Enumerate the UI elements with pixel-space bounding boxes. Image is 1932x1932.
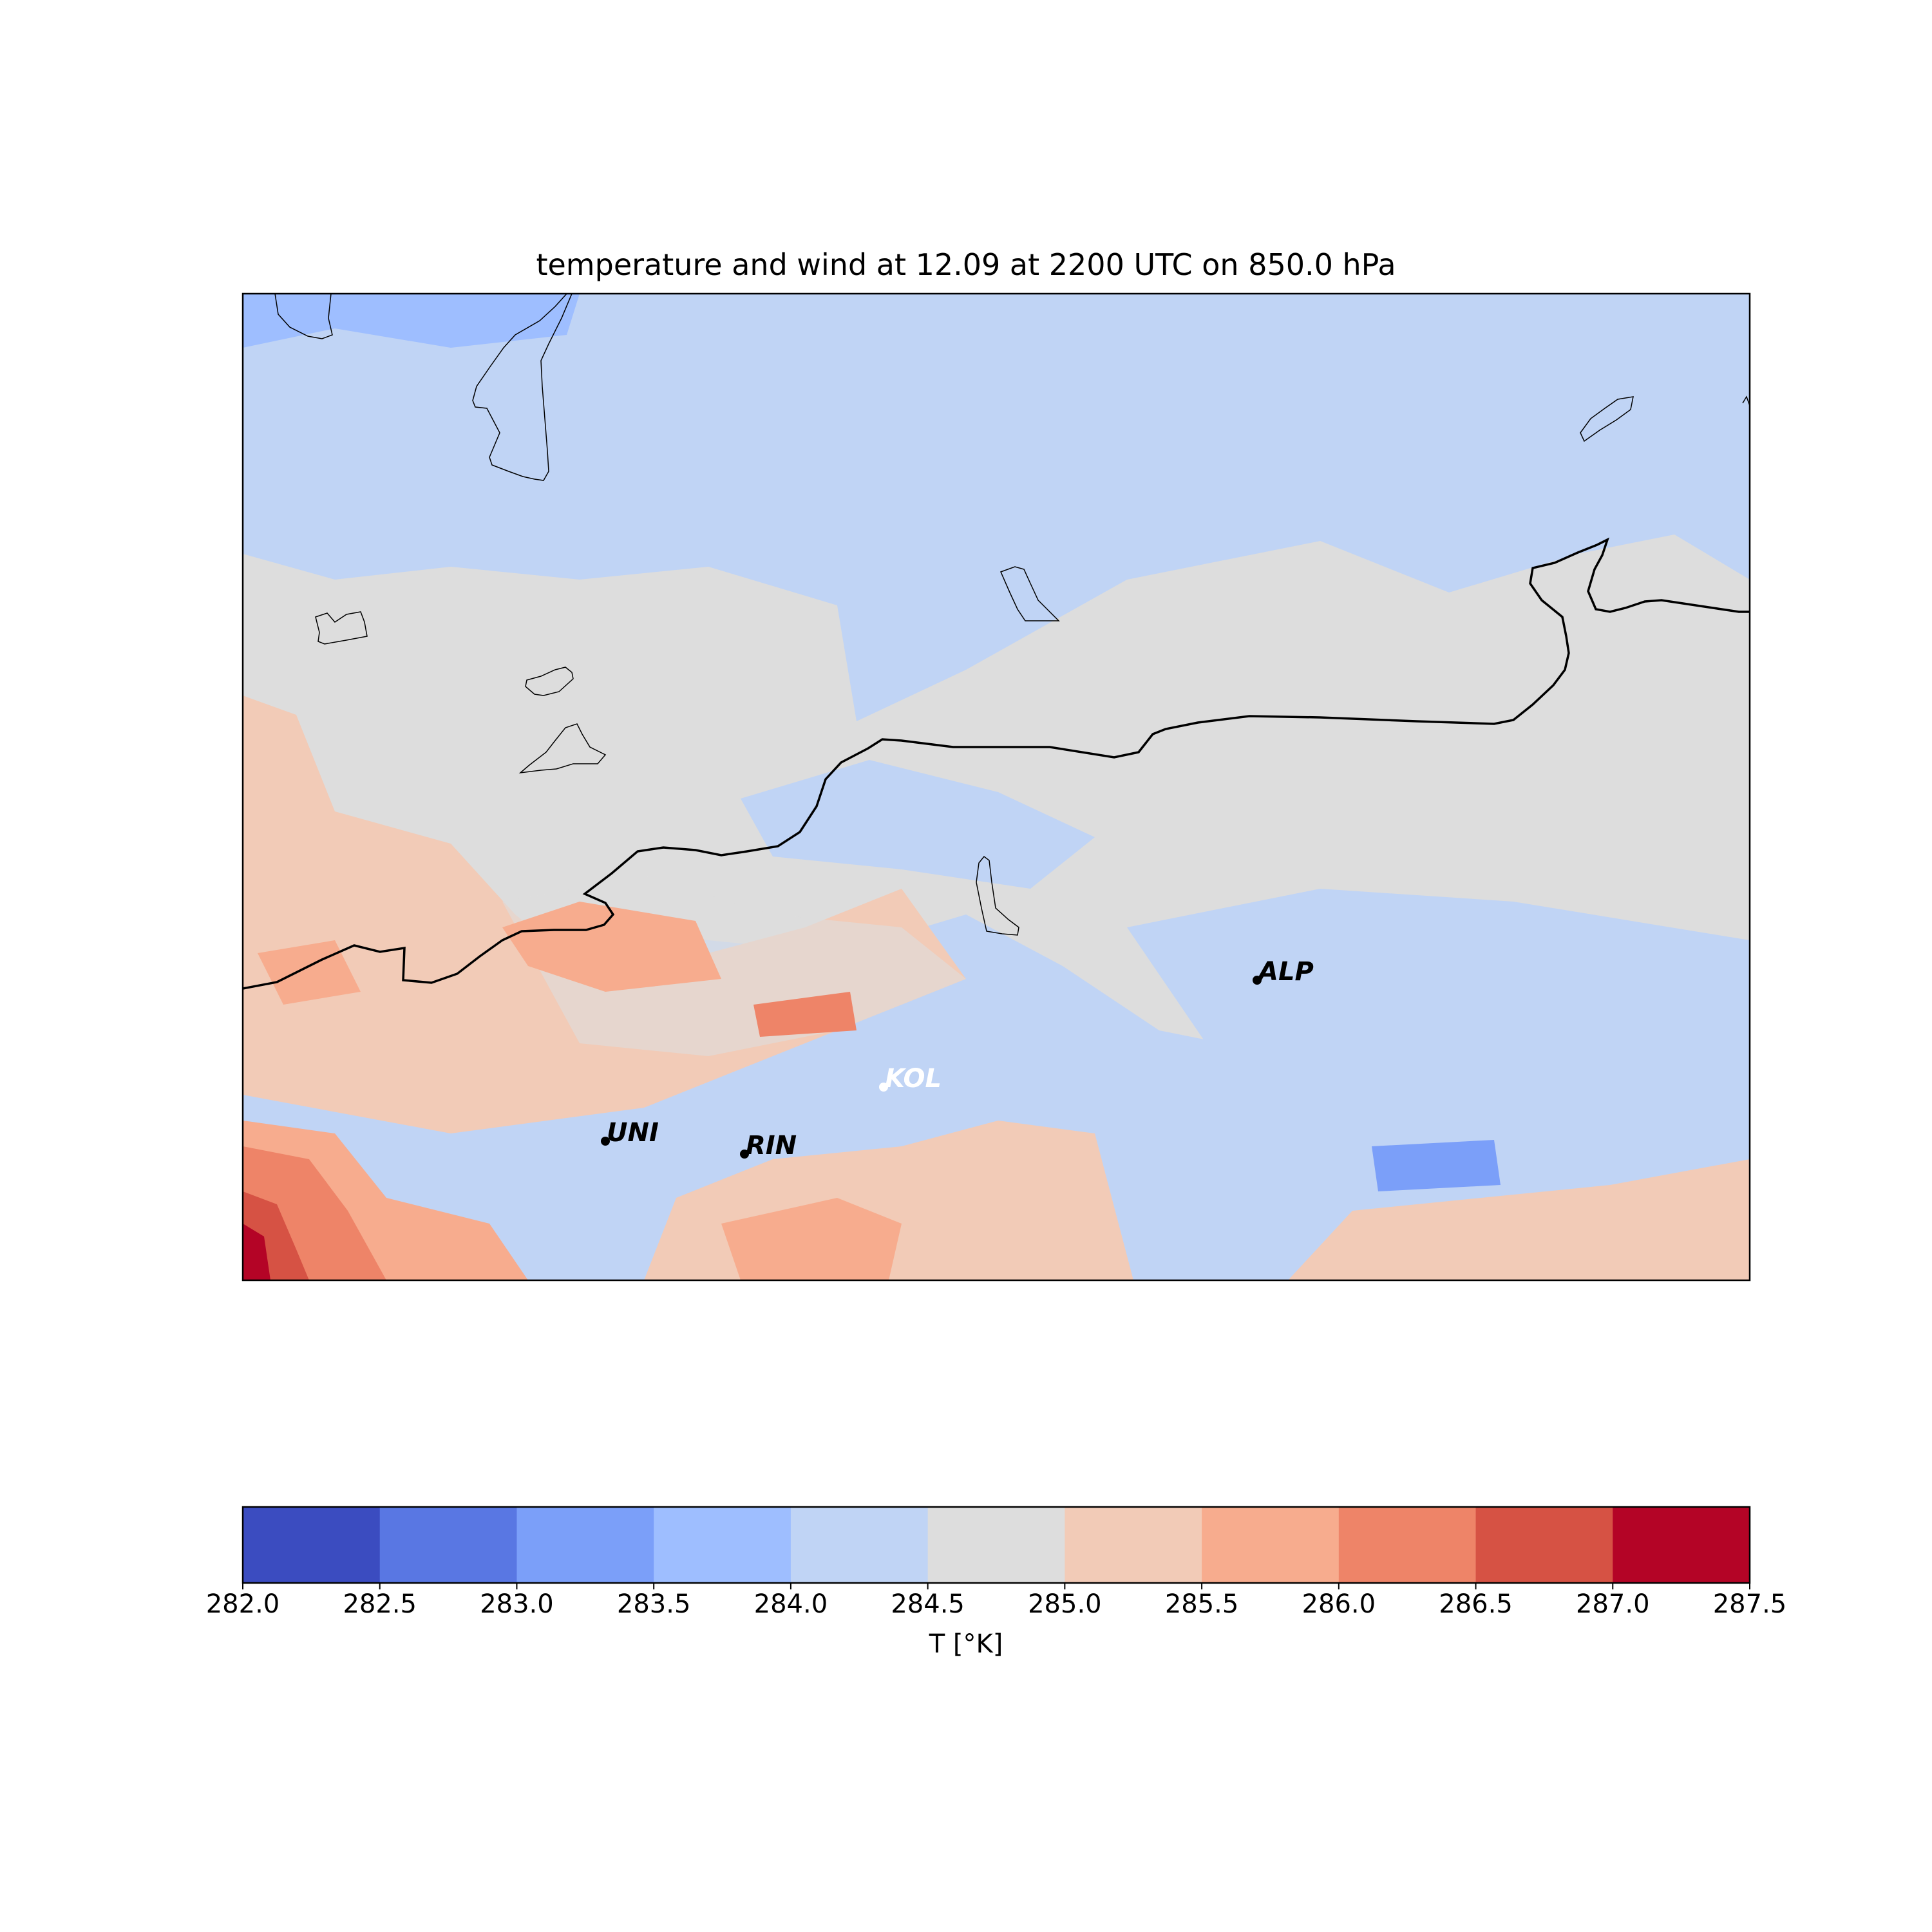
colorbar-segment — [243, 1507, 381, 1583]
colorbar-tick-label: 284.0 — [753, 1589, 828, 1619]
station-kol-marker — [879, 1083, 888, 1092]
coastline-lake-8 — [976, 855, 1019, 936]
colorbar-tick-label: 287.5 — [1712, 1589, 1787, 1619]
colorbar-ticks — [242, 1583, 1750, 1589]
colorbar-tick-label: 284.5 — [891, 1589, 965, 1619]
colorbar-tick-label: 286.5 — [1439, 1589, 1513, 1619]
station-alp-marker — [1253, 976, 1262, 985]
colorbar — [243, 1507, 1750, 1583]
colorbar-segment — [1202, 1507, 1340, 1583]
colorbar-segment — [379, 1507, 517, 1583]
colorbar-frame — [242, 1506, 1751, 1584]
colorbar-segment — [790, 1507, 929, 1583]
coastline-lake-6 — [525, 667, 574, 696]
station-uni-label: UNI — [607, 1118, 659, 1148]
cool-pocket-east — [1127, 889, 1750, 1108]
hot-corner-max — [243, 1224, 270, 1280]
station-rin-label: RIN — [746, 1131, 797, 1160]
warm-patch-2 — [753, 992, 857, 1037]
colorbar-segment — [927, 1507, 1065, 1583]
colorbar-tick-label: 283.0 — [480, 1589, 554, 1619]
station-alp: ALP — [1253, 957, 1314, 987]
colorbar-tick-label: 282.5 — [343, 1589, 417, 1619]
colorbar-tick-label: 285.5 — [1164, 1589, 1239, 1619]
border-line — [243, 537, 1750, 990]
colorbar-segment — [1338, 1507, 1477, 1583]
colorbar-tick-label: 286.0 — [1302, 1589, 1376, 1619]
cool-pocket-se — [1372, 1140, 1501, 1191]
station-rin-marker — [740, 1150, 749, 1159]
colorbar-tick-label: 287.0 — [1576, 1589, 1650, 1619]
colorbar-tick-label: 283.5 — [616, 1589, 691, 1619]
warm-patch-1 — [502, 902, 721, 992]
station-rin: RIN — [740, 1131, 797, 1160]
map-title: temperature and wind at 12.09 at 2200 UT… — [536, 247, 1396, 282]
station-uni: UNI — [601, 1118, 659, 1148]
colorbar-tick-label: 282.0 — [205, 1589, 280, 1619]
coastline-lake-2 — [472, 294, 573, 481]
colorbar-segment — [516, 1507, 654, 1583]
colorbar-segment — [654, 1507, 791, 1583]
warm-south-center — [721, 1198, 902, 1280]
coastline-lake-1 — [274, 294, 333, 339]
colorbar-label: T [°K] — [929, 1629, 1003, 1659]
map-frame — [242, 292, 1751, 1282]
station-kol: KOL — [879, 1064, 942, 1094]
colorbar-tick-label: 285.0 — [1028, 1589, 1102, 1619]
coastline-lake-3 — [1580, 396, 1634, 442]
cool-pocket-center — [741, 760, 1095, 889]
station-uni-marker — [601, 1137, 610, 1146]
cool-patch-northwest — [243, 294, 580, 348]
coastline-lake-7 — [518, 723, 607, 774]
colorbar-segment — [1475, 1507, 1613, 1583]
colorbar-segment — [1613, 1507, 1750, 1583]
coastline-lake-5 — [315, 611, 368, 645]
coastline-lake-4 — [999, 566, 1060, 621]
station-alp-label: ALP — [1256, 957, 1314, 987]
colorbar-segment — [1065, 1507, 1202, 1583]
coastline-east-edge — [1742, 395, 1750, 406]
warm-patch-3 — [258, 940, 361, 1005]
warm-south-east — [1288, 1159, 1750, 1280]
station-kol-label: KOL — [885, 1064, 942, 1094]
